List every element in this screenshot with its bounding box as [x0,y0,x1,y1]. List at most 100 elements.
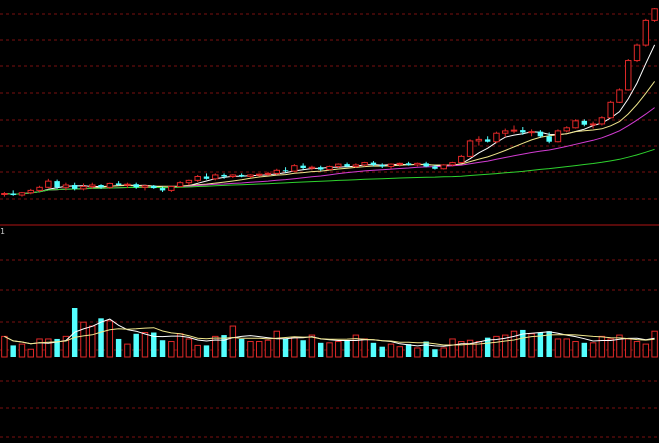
candle [572,119,579,129]
volume-bar [379,346,385,357]
candle [18,191,26,197]
candle-body [176,182,184,188]
candle-body [387,163,395,167]
candle-body [546,136,552,142]
candle [168,185,175,192]
volume-bar [229,325,237,358]
volume-bar [291,337,298,358]
candle-body [36,186,43,191]
volume-bar [633,341,641,358]
volume-bar [255,341,263,358]
candle-body [589,123,597,126]
candle-body [520,130,526,133]
candle [133,182,139,189]
candle [300,163,306,170]
volume-bar [317,342,324,357]
volume-bar [54,338,60,357]
candle-body [581,120,588,125]
candle-body [396,162,404,165]
volume-bar [546,331,552,357]
candle [484,136,491,143]
candle-body [255,173,263,176]
candle [352,163,360,168]
candle-body [458,155,465,164]
candle [89,182,96,189]
candle-body [528,131,535,134]
candle [466,139,474,158]
candle-body [466,140,474,157]
volume-bar [466,339,474,358]
candle-body [633,44,641,62]
volume-bar [27,348,34,358]
candlestick-series [1,8,658,197]
candle [229,174,237,179]
candle-body [651,8,658,21]
candle-body [598,117,606,125]
candle [308,165,316,171]
volume-bar [432,349,438,357]
candle [159,186,166,192]
candle [405,161,412,166]
volume-bar [18,343,26,358]
candle-body [475,138,483,142]
candle [1,191,8,197]
candle-body [18,192,26,196]
candle [370,161,377,167]
candle [581,119,588,127]
volume-bar [335,341,342,358]
volume-bar [80,321,87,358]
candle-body [89,184,96,188]
candle [335,163,342,168]
candle [221,173,227,179]
candle-body [379,164,385,167]
candle [537,130,544,138]
candle [493,131,500,144]
volume-bar [651,330,658,358]
candle-body [62,184,70,188]
candle [238,173,245,178]
candle-body [282,170,289,172]
volume-bar [598,335,606,358]
candle-body [432,166,438,169]
candle [642,18,650,47]
candle [344,162,350,168]
candle-body [308,166,316,169]
volume-bar [203,345,210,357]
volume-bar [520,329,526,357]
candle-body [221,174,227,177]
candle [440,164,447,170]
candle-body [326,165,333,171]
volume-bar [616,334,623,358]
volume-bar [554,338,562,358]
volume-moving-averages [4,318,655,347]
volume-bar [361,338,368,358]
volume-bar [642,343,650,358]
volume-bar [151,332,157,357]
candle [651,8,658,22]
candle-body [572,120,579,129]
candle [475,136,483,146]
volume-bar [1,335,8,358]
candle-body [115,183,122,185]
volume-bar [449,338,456,358]
volume-bar [98,318,104,357]
volume-bar [607,338,614,358]
candle [598,116,606,126]
candle [185,179,193,185]
candle-body [300,165,306,168]
candle [625,59,632,91]
candle-body [133,184,139,188]
candle-body [510,129,518,132]
candle [98,184,104,189]
volume-bar [484,337,491,357]
candle [10,190,16,196]
candle [212,173,219,181]
candle [45,178,52,189]
candle [616,88,623,104]
candle [54,179,60,189]
candle [396,162,404,167]
candle [458,154,465,164]
volume-bar [159,340,166,357]
volume-bar [133,333,139,357]
